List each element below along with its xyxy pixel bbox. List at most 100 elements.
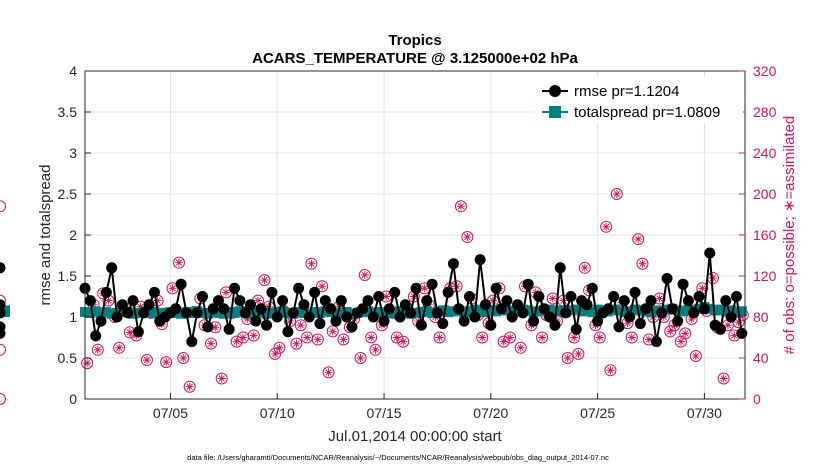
obs-point (305, 257, 318, 270)
obs-asterisk (339, 335, 348, 344)
obs-circle (269, 347, 282, 360)
obs-point (247, 329, 260, 342)
obs-point (504, 331, 517, 344)
obs-circle (205, 337, 218, 350)
totalspread-point (154, 308, 165, 319)
totalspread-point (646, 307, 657, 318)
obs-point (326, 325, 339, 338)
rmse-point (122, 307, 134, 319)
totalspread-point (459, 307, 470, 318)
obs-asterisk (260, 276, 269, 285)
obs-point (183, 380, 196, 393)
obs-asterisk (463, 233, 472, 242)
obs-asterisk (506, 333, 515, 342)
rmse-point (682, 295, 694, 307)
rmse-point (453, 303, 465, 315)
y-tick-label: 4 (69, 63, 77, 79)
obs-point (390, 331, 403, 344)
rmse-point (95, 315, 107, 327)
obs-asterisk (292, 339, 301, 348)
y-tick-label: 3.5 (58, 104, 78, 120)
obs-asterisk (392, 333, 401, 342)
obs-asterisk (456, 202, 465, 211)
y2-tick-label: 200 (753, 186, 777, 202)
chart-subtitle: ACARS_TEMPERATURE @ 3.125000e+02 hPa (252, 50, 578, 67)
totalspread-point (587, 307, 598, 318)
totalspread-point (565, 305, 576, 316)
obs-point (397, 335, 410, 348)
y2-axis-label: # of obs: o=possible; ∗=assimilated (781, 116, 798, 355)
obs-circle (177, 352, 190, 364)
obs-circle (636, 257, 649, 270)
rmse-point (191, 307, 203, 319)
obs-asterisk (243, 315, 252, 324)
rmse-point (661, 272, 673, 284)
obs-circle (461, 231, 474, 244)
obs-point (365, 331, 378, 344)
obs-point (337, 333, 350, 346)
obs-circle (316, 280, 329, 293)
obs-circle (561, 352, 574, 364)
rmse-point (389, 286, 401, 298)
x-tick-label: 07/10 (260, 405, 295, 421)
obs-circle (572, 347, 585, 360)
obs-point (717, 372, 730, 385)
totalspread-point (336, 307, 347, 318)
obs-circle (514, 341, 527, 354)
obs-asterisk (232, 337, 241, 346)
obs-asterisk (488, 296, 497, 305)
rmse-point (229, 282, 241, 294)
obs-circle (497, 335, 510, 348)
obs-asterisk (303, 333, 312, 342)
rmse-point (111, 311, 123, 323)
obs-circle (183, 380, 196, 393)
x-tick-label: 07/25 (580, 405, 615, 421)
totalspread-point (715, 304, 726, 315)
totalspread-point (373, 307, 384, 318)
obs-circle (600, 220, 613, 233)
rmse-point (335, 295, 347, 307)
rmse-point (245, 299, 257, 311)
obs-point (0, 201, 6, 213)
rmse-point (554, 262, 566, 274)
obs-circle (664, 325, 677, 338)
totalspread-point (266, 307, 277, 318)
rmse-point (346, 321, 358, 333)
y2-tick-label: 280 (753, 104, 777, 120)
legend-rmse-marker (549, 85, 561, 97)
obs-point (454, 200, 467, 213)
rmse-point (186, 336, 198, 348)
rmse-point (287, 307, 299, 319)
obs-circle (322, 366, 335, 379)
obs-asterisk (382, 292, 391, 301)
obs-circle (390, 331, 403, 344)
obs-asterisk (676, 337, 685, 346)
y2-tick-label: 240 (753, 145, 777, 161)
obs-circle (433, 331, 446, 344)
obs-point (160, 356, 173, 369)
y2-tick-label: 0 (753, 391, 761, 407)
obs-circle (91, 343, 104, 356)
totalspread-point (528, 307, 539, 318)
obs-point (81, 357, 94, 370)
rmse-point (148, 286, 160, 298)
rmse-point (138, 307, 150, 319)
rmse-point (100, 286, 112, 298)
rmse-point (629, 286, 641, 298)
rmse-point (357, 303, 369, 315)
obs-circle (258, 274, 271, 287)
obs-circle (610, 188, 623, 200)
totalspread-point (635, 305, 646, 316)
x-tick-label: 07/05 (153, 405, 188, 421)
rmse-point (528, 315, 540, 327)
rmse-point (688, 307, 700, 319)
obs-asterisk (104, 296, 113, 305)
obs-point (514, 341, 527, 354)
obs-circle (160, 356, 173, 369)
totalspread-point (576, 306, 587, 317)
rmse-series (0, 247, 748, 348)
obs-asterisk (207, 339, 216, 348)
rmse-point (234, 295, 246, 307)
obs-point (230, 335, 243, 348)
rmse-point (501, 295, 513, 307)
